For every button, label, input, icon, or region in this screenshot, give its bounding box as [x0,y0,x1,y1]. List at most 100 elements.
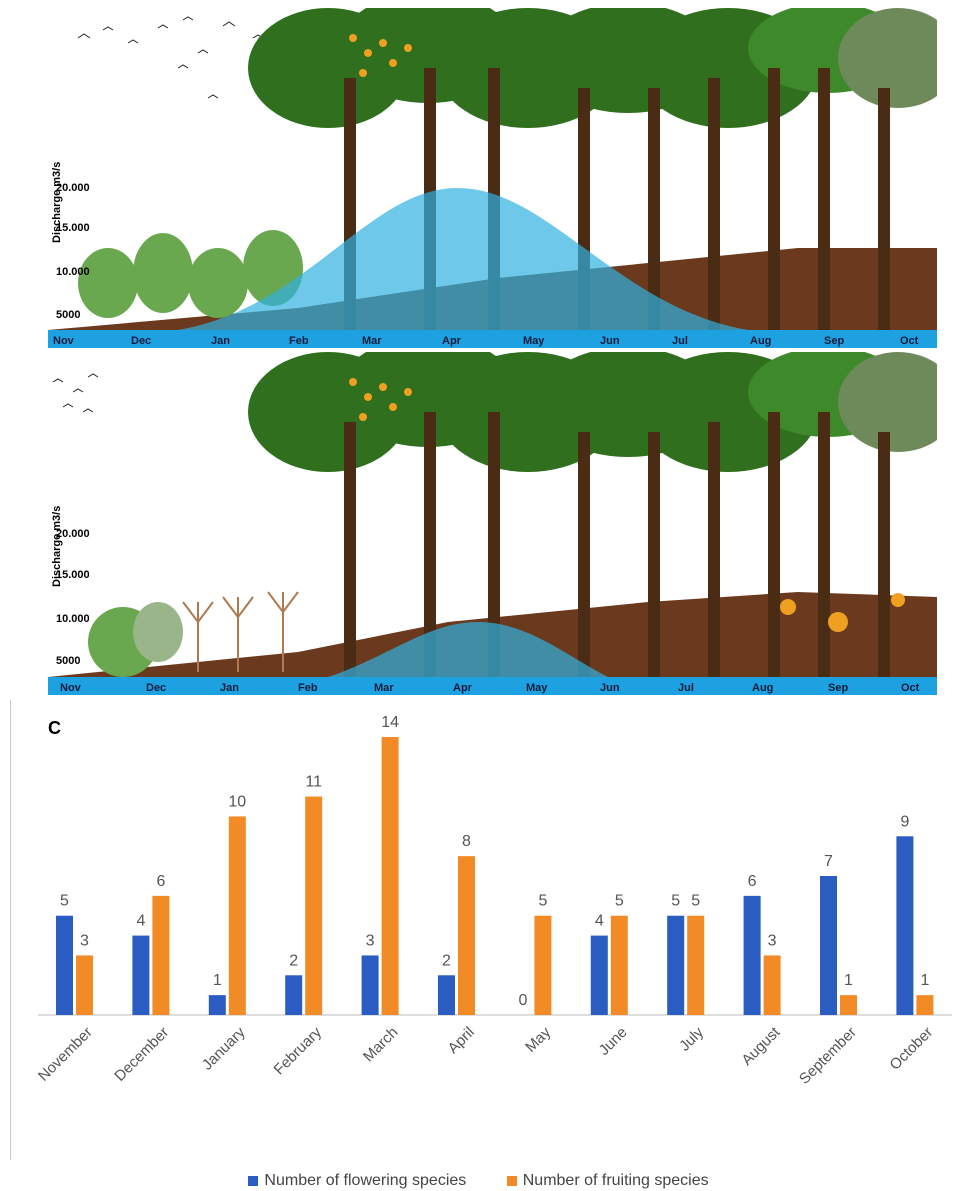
x-tick-label: January [199,1023,249,1073]
x-tick-label: November [35,1024,96,1085]
data-label-flowering: 9 [900,813,909,830]
month-label: Feb [298,682,318,694]
data-label-fruiting: 6 [156,873,165,890]
data-label-flowering: 4 [136,913,145,930]
bar-flowering [362,955,379,1015]
bar-flowering [209,995,226,1015]
legend-item-fruiting: Number of fruiting species [507,1172,709,1190]
data-label-flowering: 7 [824,853,833,870]
bar-fruiting [916,995,933,1015]
bar-flowering [591,936,608,1015]
legend-label-flowering: Number of flowering species [264,1172,466,1190]
bar-fruiting [229,816,246,1015]
month-label: Mar [362,335,382,347]
data-label-flowering: 1 [213,972,222,989]
month-label: Apr [442,335,462,347]
month-label: Aug [752,682,773,694]
data-label-fruiting: 3 [80,932,89,949]
tick-5000: 5000 [56,655,80,667]
legend-label-fruiting: Number of fruiting species [523,1172,709,1190]
scene-b: Discharge m3/s 20.000 15.000 10.000 5000… [48,352,937,695]
tick-20000: 20.000 [56,182,90,194]
scene-b-illustration: Discharge m3/s 20.000 15.000 10.000 5000… [48,352,937,695]
bar-fruiting [458,856,475,1015]
month-label: Jan [211,335,230,347]
bar-fruiting [764,955,781,1015]
month-label: Nov [60,682,82,694]
month-label: Dec [131,335,151,347]
month-label: Dec [146,682,166,694]
month-label: Oct [900,335,919,347]
x-tick-label: March [360,1024,401,1065]
month-label: Jul [678,682,694,694]
bar-flowering [820,876,837,1015]
x-tick-label: May [522,1023,554,1055]
data-label-flowering: 5 [60,893,69,910]
x-tick-label: July [676,1023,707,1054]
x-tick-label: February [271,1023,326,1078]
bar-flowering [744,896,761,1015]
tick-20000: 20.000 [56,528,90,540]
month-label: May [523,335,545,347]
month-label: Aug [750,335,771,347]
month-label: Jan [220,682,239,694]
data-label-fruiting: 5 [691,893,700,910]
data-label-flowering: 6 [748,873,757,890]
data-label-fruiting: 11 [305,774,322,791]
x-tick-label: December [111,1024,172,1085]
scene-a: Discharge m3/s 20.000 15.000 10.000 5000… [48,8,937,348]
data-label-fruiting: 8 [462,833,471,850]
data-label-flowering: 2 [289,952,298,969]
data-label-fruiting: 1 [920,972,929,989]
x-tick-label: June [596,1024,631,1059]
legend-item-flowering: Number of flowering species [248,1172,466,1190]
bar-fruiting [152,896,169,1015]
month-label: Apr [453,682,473,694]
x-tick-label: April [445,1024,478,1057]
bar-flowering [285,975,302,1015]
month-label: Jun [600,682,620,694]
bar-fruiting [382,737,399,1015]
month-label: Sep [828,682,848,694]
x-tick-label: October [886,1024,936,1074]
bar-fruiting [687,916,704,1015]
data-label-fruiting: 10 [228,793,246,810]
bar-flowering [56,916,73,1015]
month-label: Jul [672,335,688,347]
data-label-flowering: 5 [671,893,680,910]
month-label: Feb [289,335,309,347]
bar-chart: 5 3 November 4 6 December 1 10 January 2 11 Februar… [0,700,957,1191]
data-label-flowering: 4 [595,913,604,930]
data-label-fruiting: 3 [768,932,777,949]
bar-fruiting [534,916,551,1015]
tick-10000: 10.000 [56,613,90,625]
data-label-fruiting: 5 [615,893,624,910]
x-tick-label: August [738,1023,784,1069]
bar-fruiting [76,955,93,1015]
data-label-flowering: 2 [442,952,451,969]
month-label: Sep [824,335,844,347]
legend-swatch-flowering [248,1176,258,1186]
chart-legend: Number of flowering species Number of fr… [0,1172,957,1191]
tick-15000: 15.000 [56,222,90,234]
bar-fruiting [305,797,322,1015]
data-label-flowering: 3 [366,932,375,949]
tick-10000: 10.000 [56,266,90,278]
month-label: Nov [53,335,75,347]
scene-a-illustration: Discharge m3/s 20.000 15.000 10.000 5000… [48,8,937,348]
x-tick-label: September [796,1024,860,1088]
bar-flowering [438,975,455,1015]
month-label: Mar [374,682,394,694]
data-label-fruiting: 1 [844,972,853,989]
bar-flowering [896,836,913,1015]
data-label-fruiting: 14 [381,714,399,731]
data-label-fruiting: 5 [538,893,547,910]
data-label-flowering: 0 [518,992,527,1009]
month-label: May [526,682,548,694]
month-label: Oct [901,682,920,694]
tick-5000: 5000 [56,309,80,321]
bar-flowering [667,916,684,1015]
bar-fruiting [840,995,857,1015]
bar-flowering [132,936,149,1015]
bar-fruiting [611,916,628,1015]
